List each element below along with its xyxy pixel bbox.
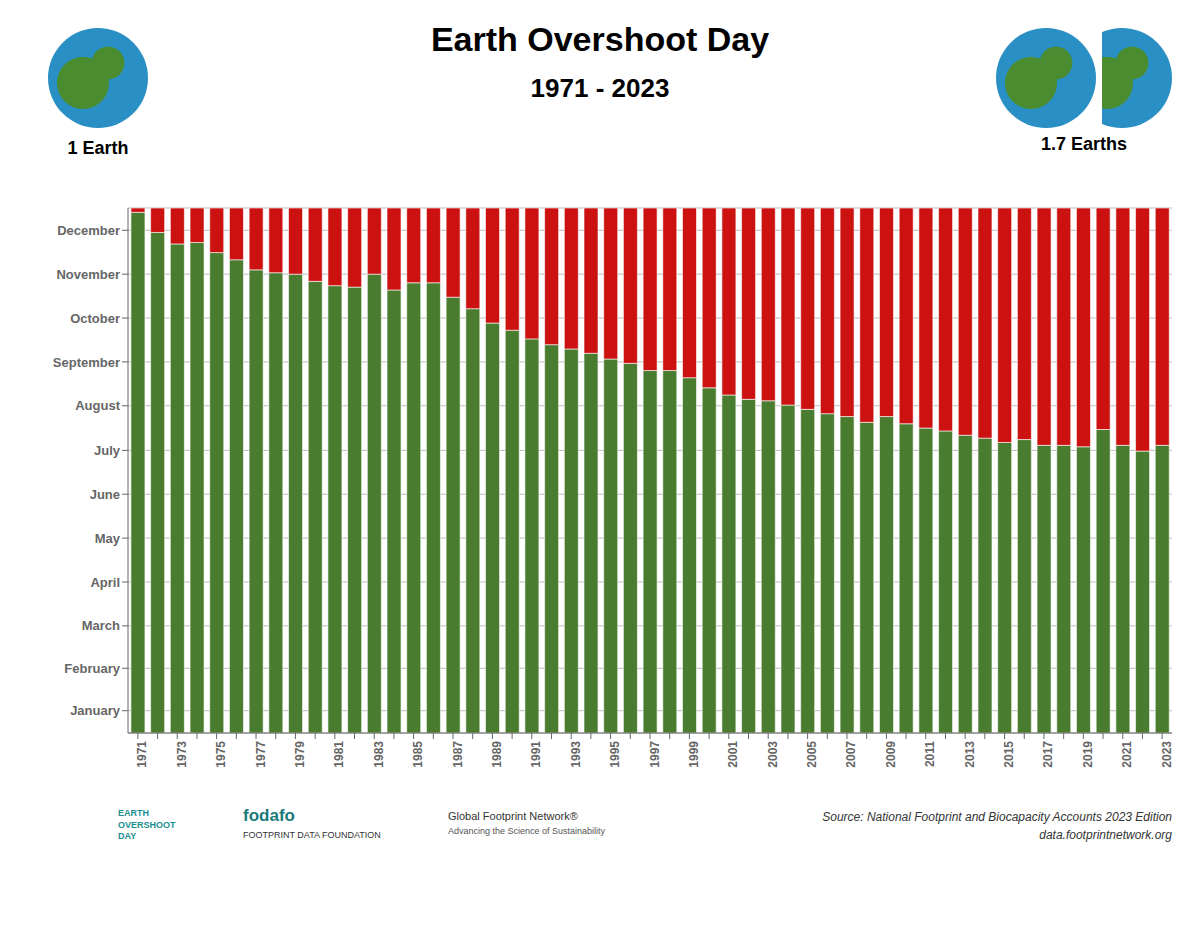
svg-text:June: June	[90, 487, 120, 502]
html-text:Advancing the Science of Susta: Advancing the Science of Sustainability	[448, 826, 606, 836]
svg-text:November: November	[56, 267, 120, 282]
svg-text:October: October	[70, 311, 120, 326]
html-text:Global Footprint Network®: Global Footprint Network®	[448, 810, 578, 822]
svg-text:1999: 1999	[687, 741, 701, 768]
svg-text:2013: 2013	[963, 741, 977, 768]
svg-text:2015: 2015	[1002, 741, 1016, 768]
html-text:1 Earth: 1 Earth	[67, 138, 129, 158]
svg-text:1993: 1993	[569, 741, 583, 768]
svg-text:May: May	[95, 531, 121, 546]
svg-text:January: January	[70, 703, 121, 718]
svg-text:1985: 1985	[411, 741, 425, 768]
svg-text:1977: 1977	[254, 741, 268, 768]
svg-text:1975: 1975	[214, 741, 228, 768]
svg-text:December: December	[57, 223, 120, 238]
svg-text:2011: 2011	[923, 741, 937, 767]
svg-text:2007: 2007	[845, 741, 859, 768]
svg-text:September: September	[53, 355, 120, 370]
html-text:Source: National Footprint and: Source: National Footprint and Biocapaci…	[822, 810, 1172, 824]
html-text:EARTH: EARTH	[118, 808, 149, 818]
svg-text:2009: 2009	[884, 741, 898, 768]
svg-text:2019: 2019	[1081, 741, 1095, 768]
html-text:OVERSHOOT: OVERSHOOT	[118, 819, 176, 830]
html-text:FOOTPRINT DATA FOUNDATION: FOOTPRINT DATA FOUNDATION	[243, 830, 381, 840]
html-text:Earth Overshoot Day: Earth Overshoot Day	[430, 20, 770, 58]
svg-text:2005: 2005	[805, 741, 819, 768]
svg-text:March: March	[82, 618, 120, 633]
svg-text:2001: 2001	[726, 741, 740, 768]
svg-text:1989: 1989	[490, 741, 504, 768]
svg-text:1997: 1997	[648, 741, 662, 768]
svg-text:August: August	[75, 398, 120, 413]
svg-text:2003: 2003	[766, 741, 780, 768]
html-text:data.footprintnetwork.org: data.footprintnetwork.org	[1039, 828, 1172, 842]
svg-text:July: July	[94, 443, 121, 458]
svg-text:1981: 1981	[332, 741, 346, 768]
svg-text:1991: 1991	[529, 741, 543, 768]
svg-text:April: April	[90, 575, 120, 590]
svg-text:1971: 1971	[135, 741, 149, 768]
html-text:1.7 Earths: 1.7 Earths	[1041, 134, 1127, 154]
svg-text:2021: 2021	[1120, 741, 1134, 768]
svg-text:February: February	[64, 661, 120, 676]
svg-text:1987: 1987	[451, 741, 465, 768]
svg-text:2017: 2017	[1041, 741, 1055, 768]
svg-text:1995: 1995	[608, 741, 622, 768]
svg-text:1973: 1973	[175, 741, 189, 768]
svg-text:1983: 1983	[372, 741, 386, 768]
html-text:1971 - 2023: 1971 - 2023	[530, 73, 670, 103]
svg-text:2023: 2023	[1160, 741, 1174, 768]
html-text:DAY: DAY	[118, 831, 137, 842]
svg-text:1979: 1979	[293, 741, 307, 768]
html-text:fodafo: fodafo	[243, 806, 295, 825]
